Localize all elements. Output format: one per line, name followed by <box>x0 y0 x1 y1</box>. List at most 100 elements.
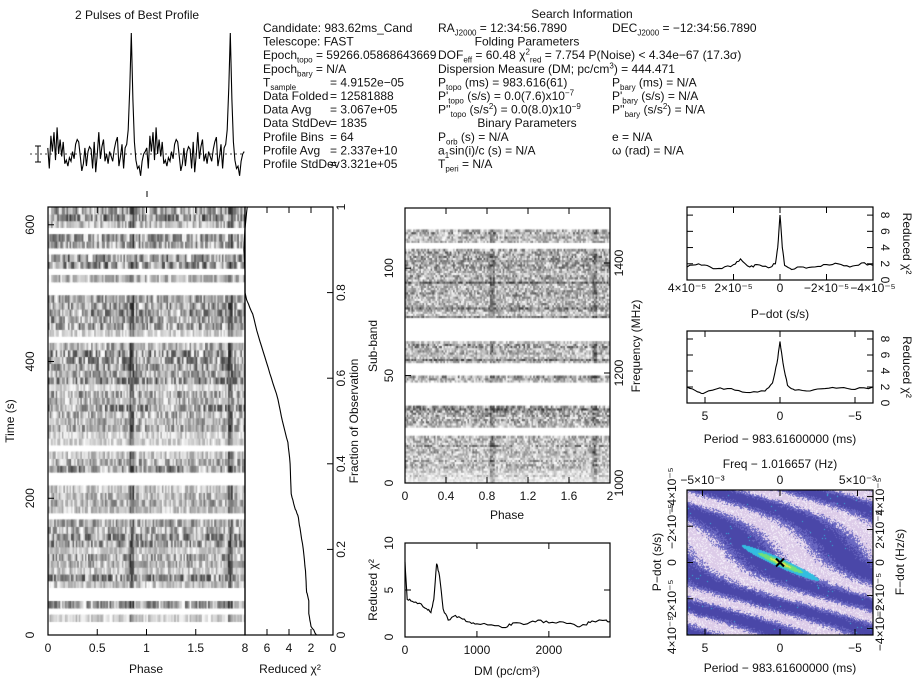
info-left-value: = 3.067e+05 <box>330 103 398 117</box>
text-segment: bary <box>620 83 636 92</box>
x-tick-label: 2 <box>607 489 614 503</box>
info-left-row: Telescope: FAST <box>263 35 354 49</box>
x-tick-label: −5 <box>848 641 862 655</box>
info-left-row: Profile Avg <box>263 143 320 157</box>
text-segment: Dispersion Measure (DM; pc/cm <box>438 62 609 76</box>
x-tick-label: 0 <box>777 641 784 655</box>
y-tick-label: 10 <box>382 536 396 550</box>
time-phase-frame <box>47 206 246 636</box>
info-left-row: Epochtopo = 59266.05868643669 <box>263 48 437 64</box>
y-tick-label: 6 <box>878 352 892 359</box>
x-tick-label: 1.6 <box>561 489 578 503</box>
y-tick-label: 5 <box>382 586 396 593</box>
text-segment: ω (rad) = N/A <box>612 143 684 157</box>
x-tick-label: 4×10⁻⁵ <box>668 281 706 295</box>
per-curve <box>686 341 874 395</box>
text-segment: T <box>263 75 271 89</box>
text-segment: Profile Avg <box>263 143 320 157</box>
y-tick-label: 400 <box>23 351 37 371</box>
y-tick-label: 4×10⁻⁵ <box>665 616 679 654</box>
y-tick-label: 2×10⁻⁵ <box>665 580 679 618</box>
x-tick-label: −2×10⁻⁵ <box>804 281 849 295</box>
x-tick-label: −4×10⁻⁵ <box>850 281 895 295</box>
text-segment: ) = 444.471 <box>614 62 675 76</box>
y-tick-label: 200 <box>23 488 37 508</box>
text-segment: Profile Bins <box>263 130 324 144</box>
info-left-row: Data Folded <box>263 89 328 103</box>
text-segment: (s/s) = N/A <box>638 89 698 103</box>
text-segment: (s) = N/A <box>458 130 509 144</box>
y-tick-label: 0 <box>23 631 37 638</box>
folding-parameters-heading: Folding Parameters <box>475 35 580 49</box>
text-segment: J2000 <box>637 29 659 38</box>
x-tick-label: 2000 <box>536 643 563 657</box>
x-tick-label: 6 <box>264 641 271 655</box>
text-segment: P <box>438 75 446 89</box>
text-segment: Data Avg <box>263 103 311 117</box>
y-tick-label: 1 <box>334 203 348 210</box>
period-pdot-y2label: F−dot (Hz/s) <box>893 529 907 595</box>
x-tick-label: 0.5 <box>89 641 106 655</box>
text-segment: (s/s <box>466 103 489 117</box>
subband-frame <box>404 207 611 484</box>
text-segment: P'' <box>612 103 625 117</box>
info-left-row: Tsample <box>263 75 297 92</box>
x-tick-label: 0.4 <box>438 489 455 503</box>
x2-tick-label: 5×10⁻³ <box>839 473 876 487</box>
y-tick-label: 0 <box>382 479 396 486</box>
y-tick-label: 4 <box>878 244 892 251</box>
error-bar <box>35 145 41 163</box>
y-tick-label: 2 <box>878 260 892 267</box>
info-left-row: Data StdDev <box>263 116 331 130</box>
y-tick-label: 2 <box>878 384 892 391</box>
period-pdot-ylabel: P−dot (s/s) <box>650 533 664 591</box>
info-right-row: e = N/A <box>612 130 652 144</box>
info-middle-row: a1sin(i)/c (s) = N/A <box>438 143 535 160</box>
text-segment: sin(i)/c (s) = N/A <box>449 143 535 157</box>
info-right-row: P'bary (s/s) = N/A <box>612 89 698 106</box>
binary-parameters-heading: Binary Parameters <box>477 116 576 130</box>
text-segment: J2000 <box>455 29 477 38</box>
text-segment: = −12:34:56.7890 <box>659 21 757 35</box>
y2-tick-label: −2×10⁻⁵ <box>873 573 887 618</box>
info-left-row: Candidate: 983.62ms_Cand <box>263 21 412 35</box>
text-segment: sample <box>270 83 296 92</box>
x-tick-label: 2 <box>308 641 315 655</box>
text-segment: (ms) = N/A <box>636 75 697 89</box>
info-right-row: Pbary (ms) = N/A <box>612 75 697 92</box>
text-segment: 1 <box>445 151 450 160</box>
info-left-row: Profile StdDev <box>263 157 340 171</box>
text-segment: P <box>438 130 446 144</box>
text-segment: P' <box>612 89 622 103</box>
info-middle-row: Dispersion Measure (DM; pc/cm3) = 444.47… <box>438 61 675 76</box>
profile-line <box>47 32 245 176</box>
info-middle-row: DOFeff = 60.48 χ2red = 7.754 P(Noise) < … <box>438 48 741 65</box>
y2-tick-label: 0 <box>873 559 887 566</box>
search-information-heading: Search Information <box>531 7 632 21</box>
text-segment: eff <box>463 56 473 65</box>
y-tick-label: 8 <box>878 212 892 219</box>
x-tick-label: 0.8 <box>479 489 496 503</box>
x-tick-label: 8 <box>242 641 249 655</box>
time-phase-ylabel: Time (s) <box>3 399 17 443</box>
text-segment: Profile StdDev <box>263 157 340 171</box>
text-segment: orb <box>446 137 458 146</box>
x2-tick-label: 0 <box>777 473 784 487</box>
y2-tick-label: 1400 <box>612 249 626 276</box>
text-segment: Candidate: 983.62ms_Cand <box>263 21 412 35</box>
period-pdot-x2label: Freq − 1.016657 (Hz) <box>723 457 837 471</box>
text-segment: Data StdDev <box>263 116 331 130</box>
text-segment: red <box>530 56 542 65</box>
y-tick-label: −4×10⁻⁵ <box>665 467 679 512</box>
y-tick-label: 100 <box>382 258 396 278</box>
info-middle-row: Ptopo (ms) = 983.616(61) <box>438 75 567 92</box>
per-ylabel: Reduced χ² <box>900 336 914 398</box>
y2-tick-label: −4×10⁻⁵ <box>873 606 887 651</box>
text-segment: (s/s) = 0.0(7.6)x10 <box>464 89 565 103</box>
info-middle-row: P'topo (s/s) = 0.0(7.6)x10−7 <box>438 89 575 106</box>
y2-tick-label: 1200 <box>612 359 626 386</box>
chi2-fraction-ylabel: Fraction of Observation <box>347 359 361 484</box>
best-fit-marker <box>775 557 785 568</box>
text-segment: −7 <box>565 89 575 98</box>
